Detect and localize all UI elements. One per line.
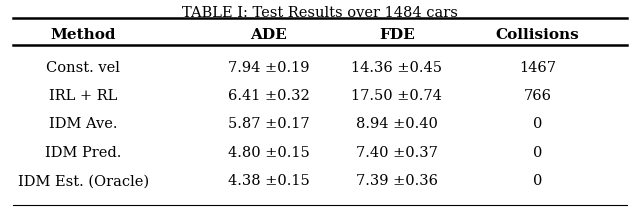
Text: 7.39 ±0.36: 7.39 ±0.36 bbox=[356, 174, 438, 188]
Text: IDM Ave.: IDM Ave. bbox=[49, 118, 118, 131]
Text: 8.94 ±0.40: 8.94 ±0.40 bbox=[356, 118, 438, 131]
Text: 1467: 1467 bbox=[519, 61, 556, 74]
Text: IRL + RL: IRL + RL bbox=[49, 89, 117, 103]
Text: 4.38 ±0.15: 4.38 ±0.15 bbox=[228, 174, 310, 188]
Text: TABLE I: Test Results over 1484 cars: TABLE I: Test Results over 1484 cars bbox=[182, 6, 458, 20]
Text: 7.94 ±0.19: 7.94 ±0.19 bbox=[228, 61, 310, 74]
Text: 5.87 ±0.17: 5.87 ±0.17 bbox=[228, 118, 310, 131]
Text: FDE: FDE bbox=[379, 28, 415, 42]
Text: 7.40 ±0.37: 7.40 ±0.37 bbox=[356, 146, 438, 160]
Text: ADE: ADE bbox=[250, 28, 287, 42]
Text: 0: 0 bbox=[533, 174, 542, 188]
Text: 17.50 ±0.74: 17.50 ±0.74 bbox=[351, 89, 442, 103]
Text: IDM Est. (Oracle): IDM Est. (Oracle) bbox=[18, 174, 148, 188]
Text: Const. vel: Const. vel bbox=[46, 61, 120, 74]
Text: 766: 766 bbox=[524, 89, 552, 103]
Text: Method: Method bbox=[51, 28, 116, 42]
Text: 0: 0 bbox=[533, 118, 542, 131]
Text: 4.80 ±0.15: 4.80 ±0.15 bbox=[228, 146, 310, 160]
Text: 6.41 ±0.32: 6.41 ±0.32 bbox=[228, 89, 310, 103]
Text: 14.36 ±0.45: 14.36 ±0.45 bbox=[351, 61, 442, 74]
Text: 0: 0 bbox=[533, 146, 542, 160]
Text: IDM Pred.: IDM Pred. bbox=[45, 146, 122, 160]
Text: Collisions: Collisions bbox=[496, 28, 579, 42]
